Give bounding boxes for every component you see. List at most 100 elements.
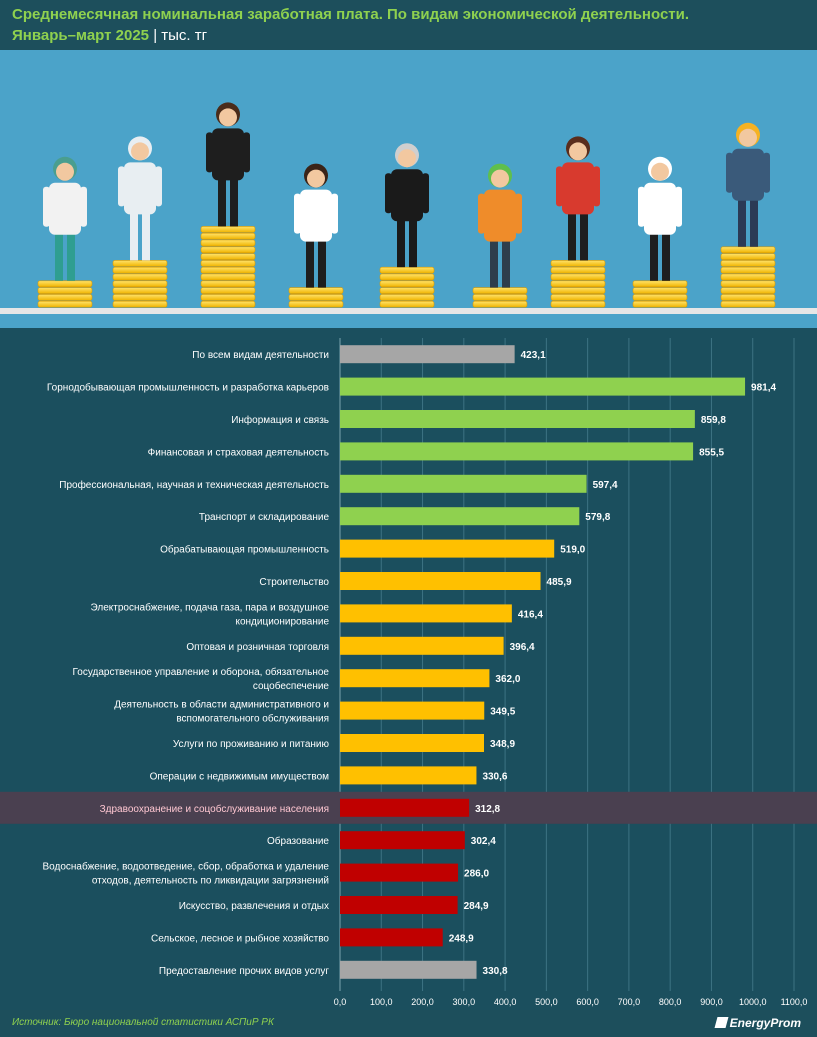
chart-subtitle: Январь–март 2025 | тыс. тг bbox=[12, 27, 207, 44]
category-label: Горнодобывающая промышленность и разрабо… bbox=[47, 382, 329, 394]
x-tick-label: 500,0 bbox=[535, 997, 558, 1007]
floor-line bbox=[0, 308, 817, 314]
bar bbox=[340, 960, 477, 979]
chart-title: Среднемесячная номинальная заработная пл… bbox=[12, 6, 690, 23]
category-label: Информация и связь bbox=[231, 414, 329, 426]
data-label: 485,9 bbox=[547, 577, 572, 588]
category-label: Сельское, лесное и рыбное хозяйство bbox=[151, 932, 329, 944]
category-label: Государственное управление и оборона, об… bbox=[73, 666, 330, 692]
data-label: 855,5 bbox=[699, 447, 724, 458]
coin-stack-icon bbox=[472, 287, 528, 308]
data-label: 349,5 bbox=[490, 707, 515, 718]
coin-stack-icon bbox=[379, 266, 435, 308]
bar bbox=[340, 766, 477, 785]
energyprom-icon bbox=[714, 1017, 729, 1028]
coin-stack-icon bbox=[550, 260, 606, 308]
bar bbox=[340, 474, 587, 493]
data-label: 330,6 bbox=[482, 771, 507, 782]
category-label: Операции с недвижимым имуществом bbox=[150, 771, 330, 782]
category-label: Оптовая и розничная торговля bbox=[186, 642, 329, 653]
coin-stack-icon bbox=[288, 287, 344, 308]
category-label: Искусство, развлечения и отдых bbox=[179, 901, 329, 912]
brand-name: EnergyProm bbox=[729, 1016, 801, 1030]
office-worker-icon bbox=[200, 102, 256, 308]
bar bbox=[340, 701, 485, 720]
bar bbox=[340, 507, 580, 526]
builder-icon bbox=[720, 122, 776, 308]
data-label: 286,0 bbox=[464, 869, 489, 880]
x-tick-label: 0,0 bbox=[334, 997, 347, 1007]
data-label: 416,4 bbox=[518, 609, 543, 620]
x-tick-label: 300,0 bbox=[453, 997, 476, 1007]
chef-icon bbox=[632, 156, 688, 308]
bar bbox=[340, 539, 555, 558]
bar bbox=[340, 442, 694, 461]
bar bbox=[340, 928, 443, 947]
category-label: Обрабатывающая промышленность bbox=[160, 544, 329, 556]
bar bbox=[340, 798, 470, 817]
category-label: Строительство bbox=[259, 577, 329, 588]
header: Среднемесячная номинальная заработная пл… bbox=[0, 0, 817, 50]
coin-stack-icon bbox=[112, 260, 168, 308]
data-label: 597,4 bbox=[593, 480, 618, 491]
illustration-svg bbox=[0, 102, 817, 314]
bar bbox=[340, 896, 458, 914]
data-label: 302,4 bbox=[471, 836, 496, 847]
bar bbox=[340, 831, 465, 850]
bar bbox=[340, 734, 485, 752]
x-tick-label: 400,0 bbox=[494, 997, 517, 1007]
data-label: 312,8 bbox=[475, 804, 500, 815]
coin-stack-icon bbox=[37, 280, 93, 308]
category-label: Профессиональная, научная и техническая … bbox=[59, 479, 329, 491]
x-tick-label: 900,0 bbox=[700, 997, 723, 1007]
x-tick-label: 100,0 bbox=[370, 997, 393, 1007]
x-tick-label: 1000,0 bbox=[739, 997, 767, 1007]
data-label: 579,8 bbox=[585, 512, 610, 523]
data-label: 330,8 bbox=[483, 966, 508, 977]
doctor-icon bbox=[37, 156, 93, 308]
coin-stack-icon bbox=[200, 226, 256, 308]
data-label: 981,4 bbox=[751, 383, 776, 394]
coin-stack-icon bbox=[632, 280, 688, 308]
professions-illustration bbox=[0, 50, 817, 328]
category-label: Водоснабжение, водоотведение, сбор, обра… bbox=[42, 861, 329, 887]
category-label: Транспорт и складирование bbox=[199, 512, 330, 523]
category-label: Электроснабжение, подача газа, пара и во… bbox=[91, 601, 330, 627]
bar bbox=[340, 410, 695, 428]
category-label: Услуги по проживанию и питанию bbox=[173, 739, 330, 750]
x-tick-label: 800,0 bbox=[659, 997, 682, 1007]
bar bbox=[340, 863, 459, 882]
source-note: Источник: Бюро национальной статистики А… bbox=[12, 1017, 274, 1028]
category-label: По всем видам деятельности bbox=[192, 350, 329, 361]
unit-label: | тыс. тг bbox=[153, 27, 208, 44]
janitor-icon bbox=[472, 163, 528, 308]
x-tick-label: 700,0 bbox=[618, 997, 641, 1007]
bar bbox=[340, 636, 504, 655]
footer: Источник: Бюро национальной статистики А… bbox=[0, 1010, 817, 1037]
data-label: 348,9 bbox=[490, 739, 515, 750]
brand-logo: EnergyProm bbox=[714, 1016, 801, 1030]
judge-icon bbox=[379, 143, 435, 308]
data-label: 859,8 bbox=[701, 415, 726, 426]
bar bbox=[340, 604, 512, 623]
waitress-icon bbox=[550, 136, 606, 308]
data-label: 423,1 bbox=[521, 350, 546, 361]
category-label: Здравоохранение и соцобслуживание населе… bbox=[100, 803, 329, 815]
bar bbox=[340, 669, 490, 688]
teacher-icon bbox=[288, 163, 344, 308]
bar bbox=[340, 345, 515, 364]
category-label: Предоставление прочих видов услуг bbox=[159, 966, 329, 977]
data-label: 284,9 bbox=[464, 901, 489, 912]
data-label: 362,0 bbox=[495, 674, 520, 685]
data-label: 519,0 bbox=[560, 545, 585, 556]
data-label: 248,9 bbox=[449, 933, 474, 944]
x-tick-label: 600,0 bbox=[576, 997, 599, 1007]
x-tick-label: 200,0 bbox=[411, 997, 434, 1007]
category-label: Финансовая и страховая деятельность bbox=[148, 447, 329, 458]
bar bbox=[340, 377, 746, 396]
data-label: 396,4 bbox=[510, 642, 535, 653]
hazmat-worker-icon bbox=[112, 136, 168, 308]
period-label: Январь–март 2025 bbox=[12, 27, 150, 44]
x-tick-label: 1100,0 bbox=[781, 997, 808, 1007]
bar-chart: 423,1 По всем видам деятельности 981,4 Горн… bbox=[0, 338, 817, 1007]
